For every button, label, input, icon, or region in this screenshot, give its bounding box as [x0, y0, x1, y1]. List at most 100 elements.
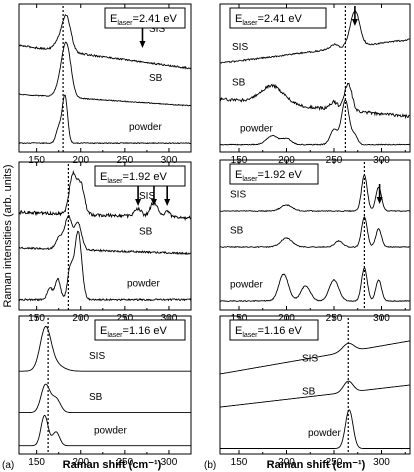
laser-energy-label: Elaser=1.16 eV — [235, 325, 303, 339]
laser-energy-box: Elaser=1.92 eV — [94, 165, 186, 187]
panel-a1: 150 200 250 300 SIS SB powder Elaser=2.41 eV — [18, 3, 192, 166]
laser-energy-label: Elaser=2.41 eV — [235, 13, 303, 27]
laser-energy-label: Elaser=1.92 eV — [235, 169, 303, 183]
spectrum-powder — [219, 99, 410, 146]
laser-energy-frame — [94, 319, 186, 341]
arrow-head — [351, 19, 358, 26]
x-tick-label: 250 — [117, 155, 134, 166]
curve-label-powder: powder — [129, 122, 162, 133]
curve-label-sb: SB — [89, 392, 103, 403]
laser-energy-box: Elaser=2.41 eV — [104, 7, 186, 29]
x-tick-label: 200 — [72, 155, 89, 166]
laser-subscript: laser — [107, 332, 123, 339]
laser-value: =2.41 eV — [133, 13, 178, 25]
laser-energy-frame — [229, 163, 319, 185]
laser-energy-frame — [229, 319, 319, 341]
curve-label-sis: SIS — [139, 191, 155, 202]
laser-subscript: laser — [242, 20, 258, 27]
laser-e: E — [235, 169, 242, 181]
x-tick-label: 300 — [373, 457, 390, 468]
curve-label-sb: SB — [230, 226, 244, 237]
panel-frame — [18, 161, 192, 311]
panel-frame — [18, 315, 192, 455]
laser-energy-frame — [229, 7, 327, 29]
spectrum-sb — [19, 383, 191, 414]
laser-energy-frame — [104, 7, 186, 29]
arrow-head — [164, 199, 171, 206]
spectrum-powder — [18, 94, 191, 145]
panel-frame — [219, 159, 411, 311]
x-tick-label: 150 — [28, 155, 45, 166]
laser-value: =1.92 eV — [123, 171, 168, 183]
panel-a3: 150 200 250 300 SIS SB powder Elaser=1.16 eV — [18, 315, 192, 468]
laser-energy-label: Elaser=1.92 eV — [100, 171, 168, 185]
arrow-head — [150, 199, 157, 206]
arrow-head — [135, 199, 142, 206]
spectrum-sb — [219, 82, 410, 120]
curve-label-sis: SIS — [149, 24, 165, 35]
y-axis-label: Raman intensities (arb. units) — [2, 164, 14, 307]
laser-value: =2.41 eV — [258, 13, 303, 25]
panel-b-tag: (b) — [204, 460, 216, 471]
spectrum-sis — [220, 10, 410, 64]
x-tick-label: 200 — [278, 457, 295, 468]
curve-label-powder: powder — [308, 428, 341, 439]
x-axis-label-b: Raman shift (cm⁻¹) — [267, 459, 366, 471]
laser-subscript: laser — [242, 332, 258, 339]
laser-e: E — [235, 13, 242, 25]
curve-label-sis: SIS — [89, 351, 105, 362]
panel-b3: 150 200 250 300 SIS SB powder Elaser=1.16 eV — [219, 315, 411, 468]
spectrum-powder — [220, 267, 410, 302]
arrow-head — [376, 197, 383, 204]
laser-subscript: laser — [107, 178, 123, 185]
laser-value: =1.16 eV — [123, 325, 168, 337]
laser-value: =1.92 eV — [258, 169, 303, 181]
arrow-head — [139, 41, 146, 48]
curve-label-sb: SB — [139, 227, 153, 238]
x-tick-label: 300 — [161, 457, 178, 468]
curve-label-powder: powder — [230, 280, 263, 291]
laser-subscript: laser — [242, 176, 258, 183]
spectrum-sb — [219, 380, 410, 408]
spectrum-powder — [19, 230, 192, 302]
x-tick-label: 150 — [28, 457, 45, 468]
laser-energy-label: Elaser=1.16 eV — [100, 325, 168, 339]
laser-subscript: laser — [117, 20, 133, 27]
curve-label-powder: powder — [240, 123, 273, 134]
x-tick-label: 250 — [117, 457, 134, 468]
curve-label-powder: powder — [127, 278, 160, 289]
panel-a-tag: (a) — [2, 460, 14, 471]
curve-label-sis: SIS — [232, 42, 248, 53]
spectrum-sb — [18, 41, 191, 107]
laser-e: E — [235, 325, 242, 337]
x-tick-label: 300 — [161, 155, 178, 166]
spectrum-sis — [18, 13, 191, 70]
spectrum-sb — [219, 215, 410, 249]
laser-energy-box: Elaser=1.16 eV — [229, 319, 319, 341]
laser-energy-box: Elaser=2.41 eV — [229, 7, 327, 29]
spectrum-sb — [18, 214, 191, 256]
curve-label-sis: SIS — [302, 354, 318, 365]
x-tick-label: 200 — [72, 457, 89, 468]
spectrum-sis — [18, 170, 192, 222]
laser-energy-frame — [94, 165, 186, 187]
x-tick-label: 150 — [231, 457, 248, 468]
spectrum-powder — [220, 409, 410, 449]
curve-label-sb: SB — [232, 77, 246, 88]
spectrum-sis — [19, 326, 191, 372]
panel-frame — [219, 315, 411, 455]
laser-e: E — [100, 171, 107, 183]
spectrum-sis — [219, 340, 410, 375]
laser-e: E — [100, 325, 107, 337]
spectrum-sis — [219, 174, 410, 213]
curve-label-sb: SB — [149, 73, 163, 84]
panel-frame — [18, 3, 192, 153]
laser-e: E — [110, 13, 117, 25]
curve-label-sis: SIS — [230, 190, 246, 201]
x-tick-label: 250 — [326, 457, 343, 468]
